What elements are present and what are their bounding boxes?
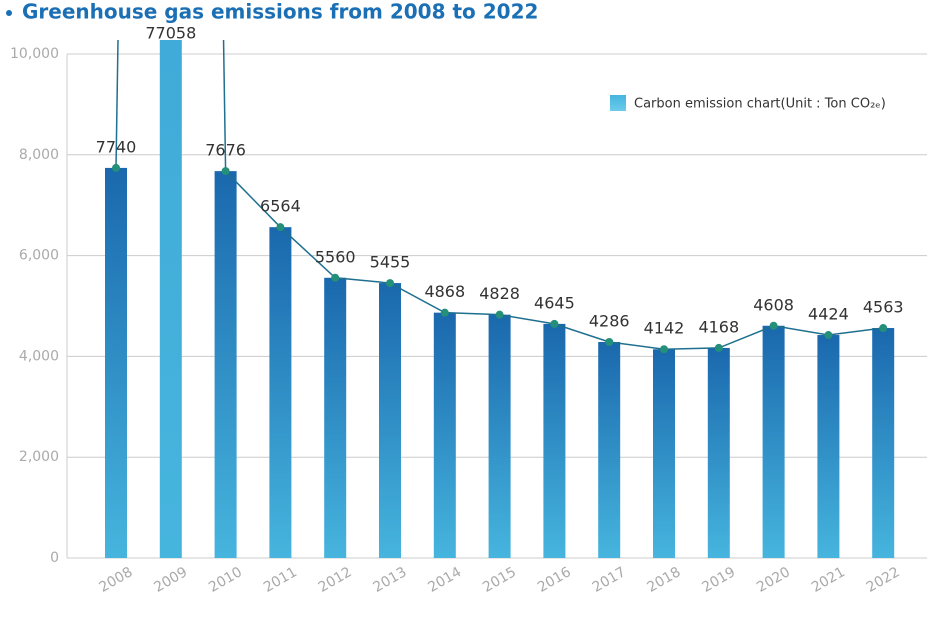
bar — [598, 341, 621, 558]
x-tick-label: 2015 — [480, 564, 519, 596]
value-label: 5560 — [315, 247, 356, 266]
x-tick-label: 2011 — [261, 564, 300, 596]
bar — [105, 167, 127, 558]
y-tick-label: 10,000 — [10, 46, 59, 62]
y-tick-label: 2,000 — [19, 449, 59, 465]
x-tick-label: 2013 — [371, 564, 410, 596]
chart-title: Greenhouse gas emissions from 2008 to 20… — [22, 0, 538, 24]
marker — [879, 324, 888, 333]
x-tick-label: 2021 — [809, 564, 848, 596]
marker — [769, 321, 778, 330]
x-tick-label: 2018 — [645, 564, 684, 596]
marker — [386, 279, 394, 288]
bar — [269, 227, 292, 558]
bar — [872, 328, 895, 558]
value-label: 4868 — [424, 282, 465, 301]
value-label: 7740 — [96, 137, 137, 156]
marker — [550, 319, 559, 328]
x-tick-label: 2020 — [754, 564, 793, 596]
y-tick-label: 0 — [50, 550, 59, 566]
legend-label: Carbon emission chart(Unit : Ton CO₂ₑ) — [634, 97, 886, 112]
bar — [159, 40, 182, 558]
value-label: 77058 — [145, 24, 196, 43]
value-label: 4286 — [589, 311, 630, 330]
value-label: 6564 — [260, 197, 301, 216]
value-label: 4563 — [863, 298, 904, 317]
bar — [543, 323, 566, 558]
x-tick-label: 2017 — [590, 564, 629, 596]
value-label: 4645 — [534, 293, 575, 312]
x-tick-label: 2010 — [206, 564, 245, 596]
value-label: 4168 — [698, 317, 739, 336]
x-tick-label: 2022 — [864, 564, 903, 596]
bar — [762, 325, 785, 558]
value-label: 4424 — [808, 305, 849, 324]
value-label: 4142 — [644, 319, 685, 338]
bar — [379, 283, 401, 558]
value-label: 5455 — [370, 253, 411, 272]
value-label: 4608 — [753, 295, 794, 314]
legend-swatch — [610, 95, 626, 111]
bar — [433, 312, 456, 558]
value-label: 7676 — [205, 141, 246, 160]
marker — [112, 163, 120, 172]
marker — [714, 343, 723, 352]
marker — [276, 223, 285, 232]
x-tick-label: 2012 — [316, 564, 355, 596]
x-tick-label: 2014 — [425, 564, 464, 596]
marker — [824, 331, 833, 340]
bar — [707, 347, 730, 558]
bullet — [6, 10, 12, 16]
x-tick-label: 2009 — [151, 564, 190, 596]
marker — [495, 310, 504, 319]
y-tick-label: 8,000 — [19, 147, 59, 163]
bar — [324, 277, 347, 558]
marker — [221, 167, 230, 176]
bar — [653, 349, 675, 558]
marker — [440, 308, 449, 317]
y-tick-label: 4,000 — [19, 348, 59, 364]
bar — [214, 171, 237, 558]
marker — [605, 337, 614, 346]
bar — [817, 335, 840, 558]
bar — [488, 314, 511, 558]
x-tick-label: 2019 — [699, 564, 738, 596]
marker — [660, 345, 668, 354]
y-tick-label: 6,000 — [19, 248, 59, 264]
x-tick-label: 2008 — [97, 564, 136, 596]
marker — [331, 273, 340, 282]
value-label: 4828 — [479, 284, 520, 303]
x-tick-label: 2016 — [535, 564, 574, 596]
